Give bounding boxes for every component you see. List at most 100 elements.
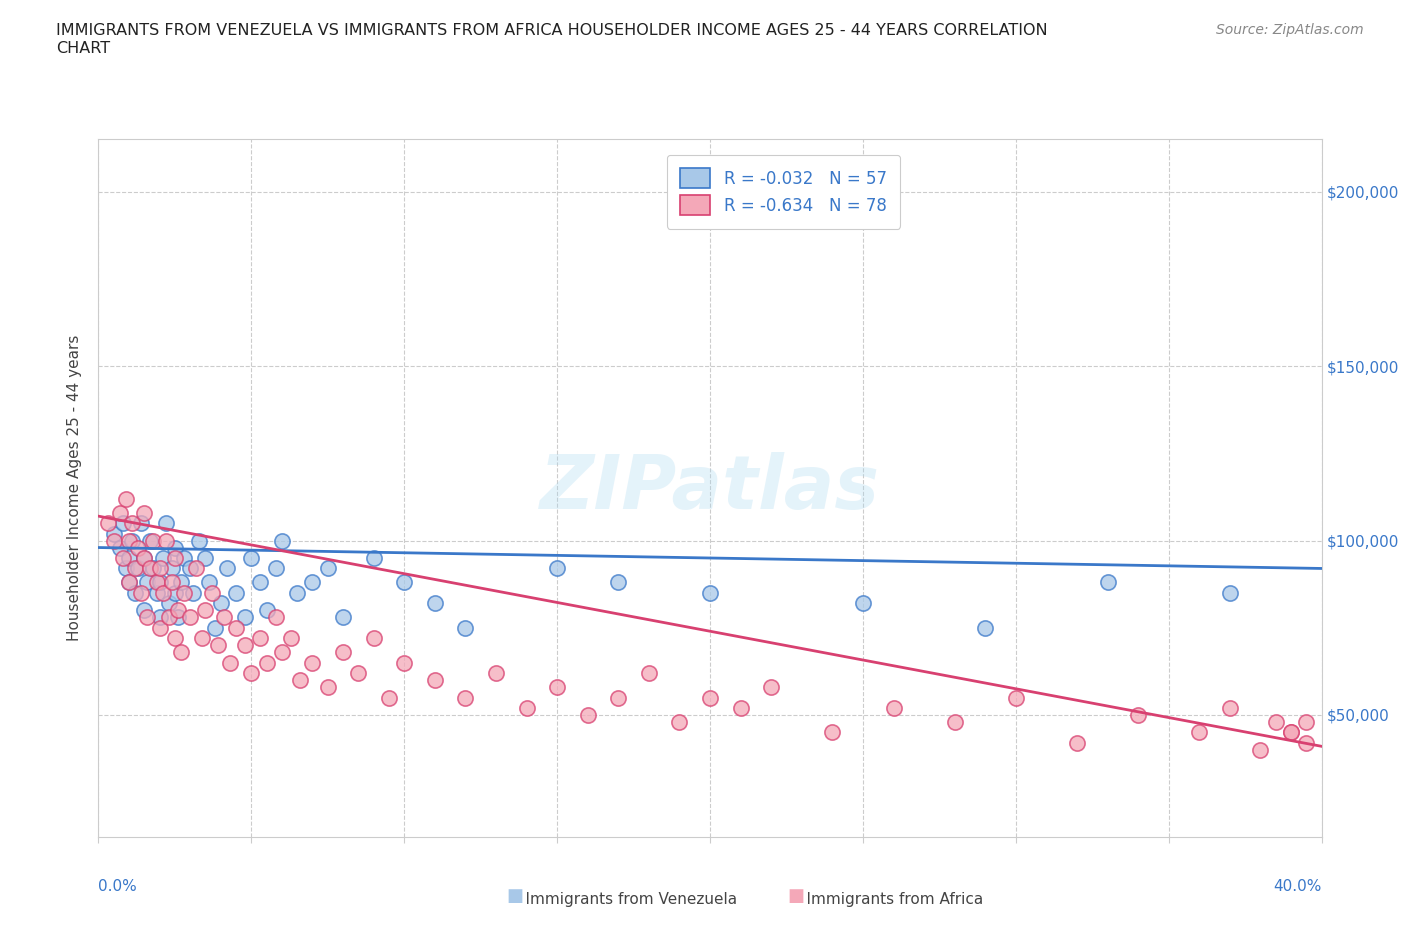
Point [212, 610, 235, 625]
Point [249, 575, 271, 590]
Point [134, 603, 156, 618]
Point [240, 551, 263, 565]
Point [118, 533, 141, 548]
Point [209, 596, 232, 611]
Point [219, 655, 242, 670]
Point [485, 666, 508, 681]
Point [759, 680, 782, 695]
Point [668, 714, 690, 729]
Point [423, 596, 446, 611]
Point [225, 620, 247, 635]
Point [160, 575, 183, 590]
Point [145, 586, 167, 601]
Point [1219, 586, 1241, 601]
Point [454, 690, 477, 705]
Point [160, 561, 183, 576]
Point [332, 644, 354, 659]
Point [1279, 725, 1302, 740]
Text: ■: ■ [787, 887, 804, 905]
Point [332, 610, 354, 625]
Point [115, 491, 138, 506]
Point [111, 551, 134, 565]
Point [157, 596, 180, 611]
Point [115, 561, 138, 576]
Point [301, 655, 323, 670]
Point [194, 603, 217, 618]
Point [167, 610, 190, 625]
Point [170, 644, 193, 659]
Point [233, 638, 256, 653]
Point [136, 575, 159, 590]
Point [1249, 742, 1271, 757]
Point [363, 551, 385, 565]
Point [546, 680, 568, 695]
Point [699, 690, 721, 705]
Point [142, 561, 165, 576]
Point [129, 586, 152, 601]
Text: Source: ZipAtlas.com: Source: ZipAtlas.com [1216, 23, 1364, 37]
Point [280, 631, 302, 645]
Point [118, 575, 141, 590]
Point [270, 533, 292, 548]
Point [546, 561, 568, 576]
Point [233, 610, 256, 625]
Point [129, 515, 152, 530]
Point [301, 575, 323, 590]
Point [1004, 690, 1026, 705]
Point [347, 666, 370, 681]
Point [637, 666, 661, 681]
Point [1128, 708, 1150, 723]
Point [225, 586, 247, 601]
Point [454, 620, 477, 635]
Point [943, 714, 966, 729]
Text: ■: ■ [506, 887, 523, 905]
Point [191, 631, 214, 645]
Point [181, 586, 204, 601]
Point [127, 540, 149, 555]
Point [516, 700, 538, 715]
Point [163, 540, 186, 555]
Point [134, 551, 156, 565]
Point [134, 551, 156, 565]
Text: 40.0%: 40.0% [1274, 879, 1322, 894]
Y-axis label: Householder Income Ages 25 - 44 years: Householder Income Ages 25 - 44 years [67, 335, 83, 642]
Point [194, 551, 217, 565]
Point [111, 515, 134, 530]
Point [103, 526, 125, 541]
Point [103, 533, 125, 548]
Point [124, 586, 146, 601]
Point [163, 586, 186, 601]
Point [155, 515, 177, 530]
Point [204, 620, 226, 635]
Point [316, 561, 339, 576]
Point [200, 586, 222, 601]
Text: 0.0%: 0.0% [98, 879, 138, 894]
Point [264, 610, 287, 625]
Point [121, 533, 143, 548]
Point [607, 690, 630, 705]
Point [392, 655, 416, 670]
Point [108, 505, 131, 520]
Point [163, 551, 186, 565]
Point [576, 708, 599, 723]
Point [163, 631, 186, 645]
Point [155, 533, 177, 548]
Point [118, 551, 141, 565]
Point [157, 610, 180, 625]
Point [1219, 700, 1241, 715]
Point [1295, 736, 1317, 751]
Point [316, 680, 339, 695]
Point [197, 575, 219, 590]
Point [149, 561, 172, 576]
Point [207, 638, 229, 653]
Point [249, 631, 271, 645]
Text: ZIPatlas: ZIPatlas [540, 452, 880, 525]
Point [852, 596, 875, 611]
Point [378, 690, 401, 705]
Point [186, 561, 208, 576]
Point [264, 561, 287, 576]
Point [392, 575, 416, 590]
Point [149, 610, 172, 625]
Point [149, 575, 172, 590]
Point [179, 561, 201, 576]
